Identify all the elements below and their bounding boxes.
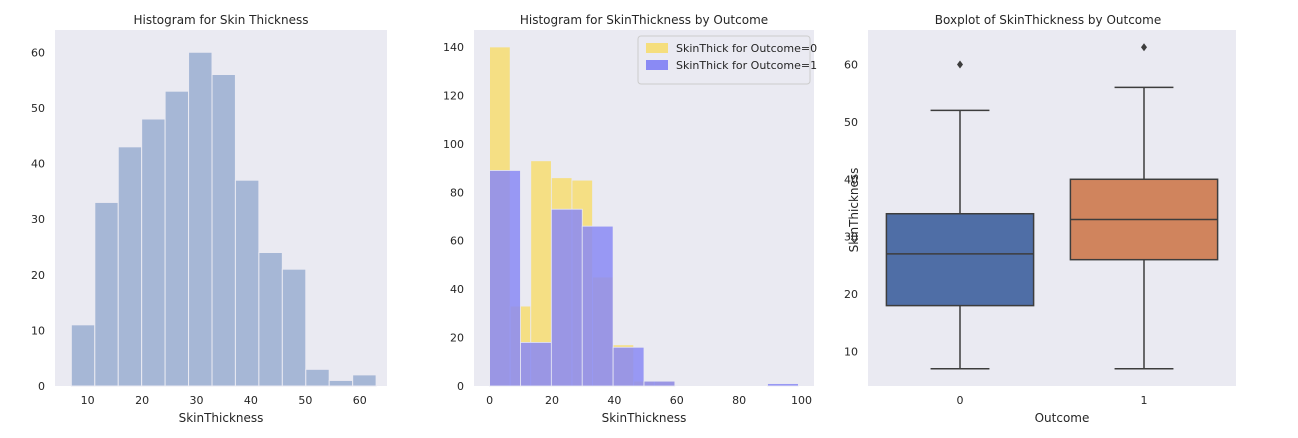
y-tick-label: 60 [31,46,45,59]
legend-box [637,35,811,85]
boxplot-panel: Boxplot of SkinThickness by Outcome Outc… [844,13,1236,425]
histogram-bar [234,179,260,387]
y-tick-label: 20 [31,269,45,282]
y-tick-label: 140 [443,41,464,54]
histogram-bar [352,374,377,387]
histogram-bar [188,51,213,387]
histogram-bar-outcome-1 [550,208,583,387]
x-tick-label: 0 [486,394,493,407]
axis-ticks: 0 20 40 60 80 100 120 140 0 20 40 60 80 100 [443,41,812,407]
x-tick-label: 40 [244,394,258,407]
histogram-bar [164,90,190,387]
legend-label: SkinThick for Outcome=0 [676,42,817,55]
x-tick-label: 20 [545,394,559,407]
histogram-bar [94,201,119,387]
y-tick-label: 30 [844,231,858,244]
histogram-bar [211,74,236,387]
y-tick-label: 80 [450,186,464,199]
y-tick-label: 0 [38,380,45,393]
y-tick-label: 40 [31,158,45,171]
x-tick-label: 0 [957,394,964,407]
x-axis-label: Outcome [1035,411,1090,425]
y-tick-label: 100 [443,138,464,151]
histogram-bar-outcome-1 [767,383,799,387]
outlier-marker [957,60,963,69]
y-tick-label: 10 [31,324,45,337]
histogram-bar [141,118,166,387]
y-tick-label: 60 [450,235,464,248]
histogram-bar [305,368,330,387]
chart-title: Histogram for Skin Thickness [133,13,308,27]
x-tick-label: 100 [791,394,812,407]
x-tick-label: 80 [732,394,746,407]
y-tick-label: 0 [457,380,464,393]
axis-ticks: 0 10 20 30 40 50 60 10 20 30 40 50 60 [31,46,367,407]
histogram-bars [70,51,377,387]
histogram-bar [117,146,143,387]
histogram-bar [328,379,354,387]
y-tick-label: 40 [450,283,464,296]
y-tick-label: 40 [844,173,858,186]
chart-title: Boxplot of SkinThickness by Outcome [935,13,1161,27]
x-tick-label: 60 [670,394,684,407]
histogram-by-outcome-panel: Histogram for SkinThickness by Outcome S… [443,13,817,425]
histogram-bar [281,268,307,387]
y-axis-label: SkinThickness [847,168,861,253]
axis-ticks: 0 1 10 20 30 40 50 60 [844,58,1148,407]
histogram-bar [70,324,96,387]
histogram-bar [258,252,283,387]
legend-label: SkinThick for Outcome=1 [676,59,817,72]
histogram-bar-outcome-1 [612,346,645,387]
y-tick-label: 120 [443,89,464,102]
histogram-bar-outcome-1 [581,225,614,387]
x-tick-label: 50 [298,394,312,407]
legend-swatch-outcome-0 [646,43,668,53]
y-tick-label: 20 [450,332,464,345]
y-tick-label: 50 [31,102,45,115]
histogram-skin-thickness-panel: Histogram for Skin Thickness SkinThickne… [31,13,387,425]
x-tick-label: 30 [190,394,204,407]
box-iqr [885,212,1035,307]
y-tick-label: 30 [31,213,45,226]
histogram-bar-outcome-1 [489,170,521,387]
x-tick-label: 60 [353,394,367,407]
y-tick-label: 10 [844,346,858,359]
histogram-bar-outcome-1 [520,342,552,387]
legend-swatch-outcome-1 [646,60,668,70]
boxplots [885,43,1219,370]
histogram-bars [489,46,799,387]
x-tick-label: 10 [81,394,95,407]
x-tick-label: 20 [135,394,149,407]
x-axis-label: SkinThickness [179,411,264,425]
y-tick-label: 50 [844,116,858,129]
histogram-bar-outcome-1 [643,380,676,387]
legend: SkinThick for Outcome=0 SkinThick for Ou… [637,35,817,85]
outlier-marker [1141,43,1147,52]
x-axis-label: SkinThickness [602,411,687,425]
chart-title: Histogram for SkinThickness by Outcome [520,13,768,27]
y-tick-label: 60 [844,58,858,71]
x-tick-label: 1 [1141,394,1148,407]
y-tick-label: 20 [844,288,858,301]
x-tick-label: 40 [607,394,621,407]
